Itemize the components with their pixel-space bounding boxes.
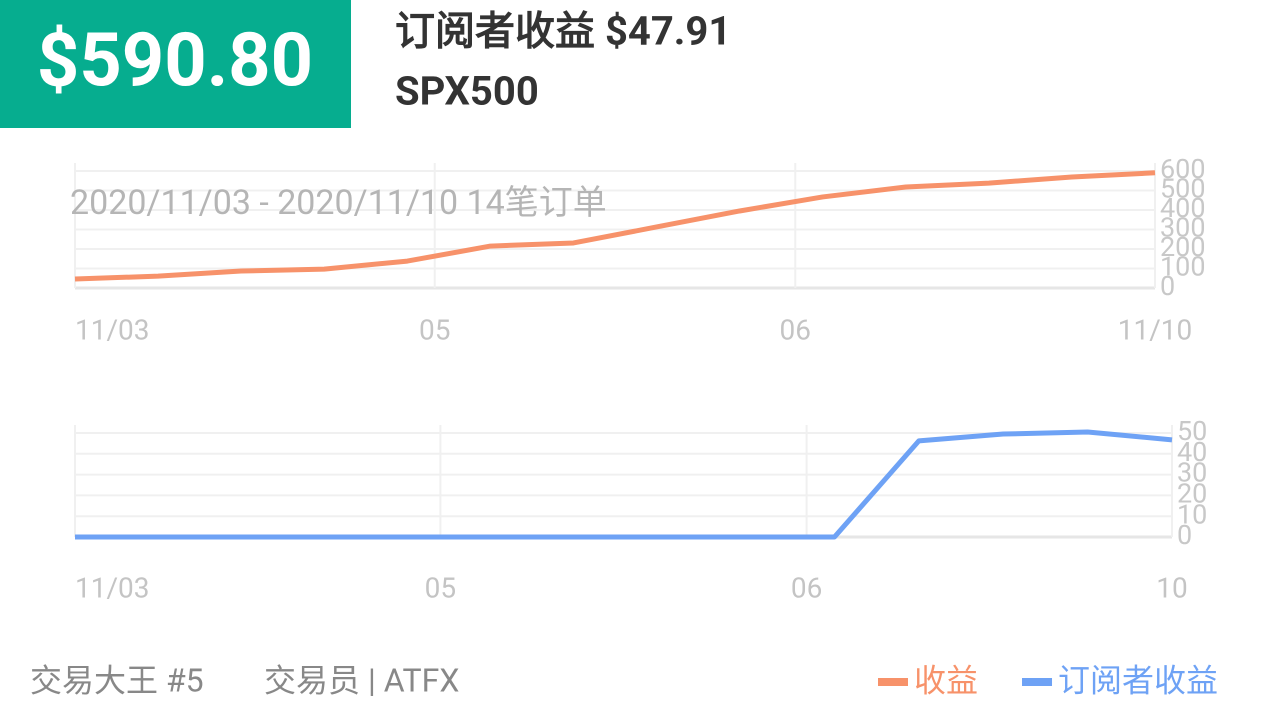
date-range: 2020/11/03 - 2020/11/10 14笔订单 (70, 183, 607, 223)
y-tick-label: 100 (1160, 251, 1206, 283)
y-tick-label: 0 (1160, 270, 1175, 302)
trader-role: 交易员 | ATFX (264, 661, 459, 699)
y-tick-label: 20 (1177, 478, 1207, 510)
trader-name: 交易大王 #5 (30, 661, 204, 699)
y-tick-label: 200 (1160, 231, 1206, 263)
x-tick-label: 05 (419, 313, 450, 346)
x-tick-label: 06 (791, 571, 822, 604)
x-tick-label: 11/03 (75, 571, 150, 604)
total-value: $590.80 (37, 18, 313, 105)
x-tick-label: 06 (780, 313, 811, 346)
header-title: 订阅者收益 $47.91 (395, 8, 731, 55)
x-tick-label: 10 (1156, 571, 1187, 604)
symbol: SPX500 (395, 68, 539, 115)
x-tick-label: 05 (425, 571, 456, 604)
total-badge (0, 0, 351, 128)
series-line (74, 170, 1156, 282)
y-tick-label: 400 (1160, 192, 1206, 224)
x-tick-label: 11/03 (75, 313, 150, 346)
legend-swatch (878, 678, 908, 686)
legend-swatch (1022, 678, 1053, 686)
y-tick-label: 10 (1177, 498, 1207, 530)
y-tick-label: 500 (1160, 173, 1206, 205)
y-tick-label: 30 (1177, 457, 1207, 489)
legend-label: 订阅者收益 (1058, 661, 1218, 699)
y-tick-label: 50 (1177, 415, 1207, 447)
series-line (75, 429, 1173, 540)
y-tick-label: 600 (1160, 153, 1206, 185)
x-tick-label: 11/10 (1118, 313, 1193, 346)
legend-label: 收益 (914, 661, 978, 699)
y-tick-label: 300 (1160, 212, 1206, 244)
y-tick-label: 0 (1177, 519, 1192, 551)
legend: 收益 订阅者收益 (878, 661, 1218, 699)
y-tick-label: 40 (1177, 436, 1207, 468)
